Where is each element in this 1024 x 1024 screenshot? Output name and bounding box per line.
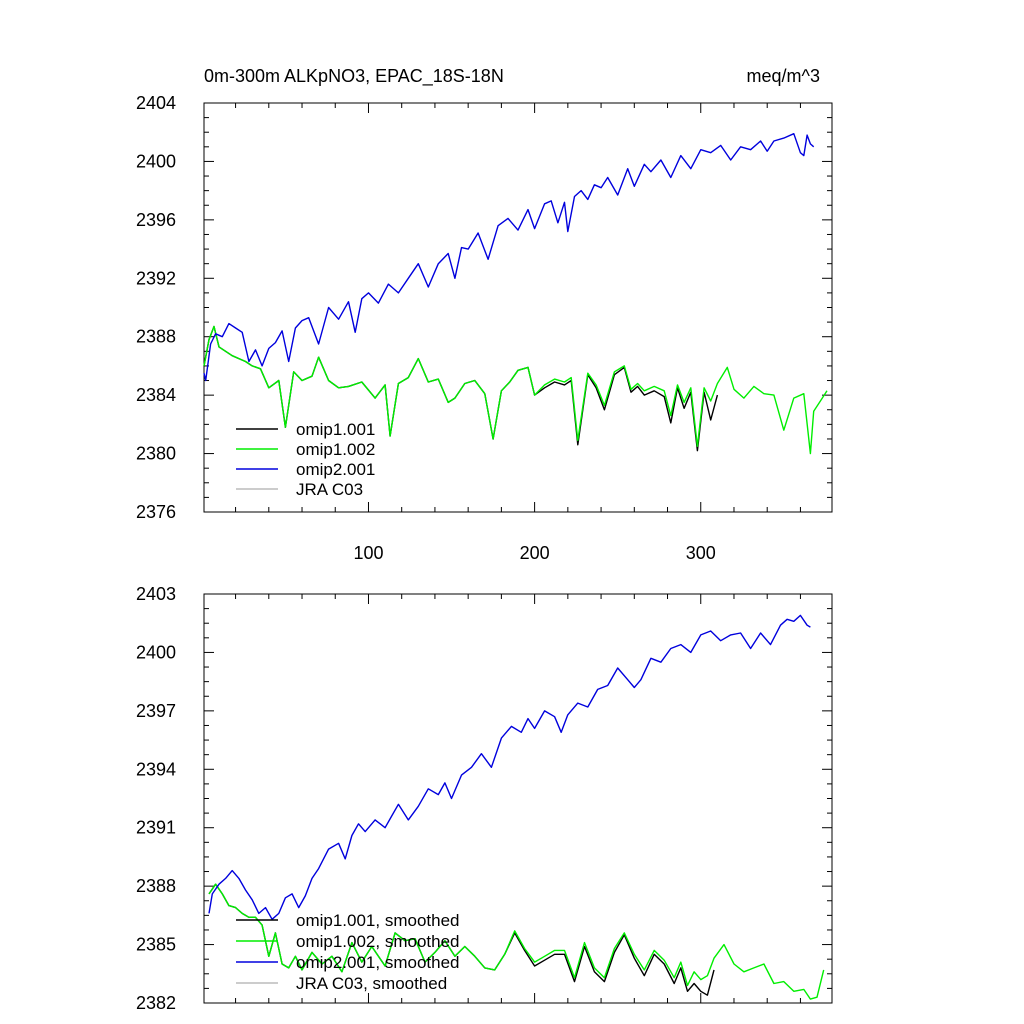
y-tick-label: 2392 <box>136 268 176 288</box>
y-tick-label: 2384 <box>136 385 176 405</box>
y-tick-label: 2400 <box>136 151 176 171</box>
y-tick-label: 2396 <box>136 210 176 230</box>
y-tick-label: 2380 <box>136 444 176 464</box>
y-tick-label: 2382 <box>136 993 176 1013</box>
series-line-omip1-002 <box>203 325 828 455</box>
legend-label: omip2.001, smoothed <box>296 953 460 972</box>
legend-label: omip2.001 <box>296 460 375 479</box>
y-tick-label: 2385 <box>136 935 176 955</box>
y-tick-label: 2388 <box>136 327 176 347</box>
units-label: meq/m^3 <box>747 66 820 86</box>
y-tick-label: 2400 <box>136 642 176 662</box>
legend-label: omip1.002, smoothed <box>296 932 460 951</box>
top-panel: 2376 2380 2384 2388 2392 2396 2400 2404 100 200 30… <box>136 93 833 563</box>
chart-title: 0m-300m ALKpNO3, EPAC_18S-18N <box>204 66 504 87</box>
y-tick-label: 2376 <box>136 502 176 522</box>
y-tick-label: 2388 <box>136 876 176 896</box>
y-tick-label: 2394 <box>136 759 176 779</box>
legend-label: omip1.001, smoothed <box>296 911 460 930</box>
series-line-omip1-002-smoothed <box>208 883 825 1000</box>
series-line-omip2-001-smoothed <box>208 614 811 920</box>
legend-label: JRA C03, smoothed <box>296 974 447 993</box>
x-tick-label: 200 <box>520 543 550 563</box>
legend-label: omip1.001 <box>296 420 375 439</box>
y-tick-label: 2397 <box>136 701 176 721</box>
series-line-omip2-001 <box>203 132 815 382</box>
y-tick-label: 2391 <box>136 818 176 838</box>
legend-label: omip1.002 <box>296 440 375 459</box>
legend-label: JRA C03 <box>296 480 363 499</box>
bottom-panel: 2382 2385 2388 2391 2394 2397 2400 2403 omip1.00… <box>136 584 833 1013</box>
y-tick-label: 2403 <box>136 584 176 604</box>
y-tick-label: 2404 <box>136 93 176 113</box>
x-tick-label: 100 <box>353 543 383 563</box>
x-tick-label: 300 <box>686 543 716 563</box>
